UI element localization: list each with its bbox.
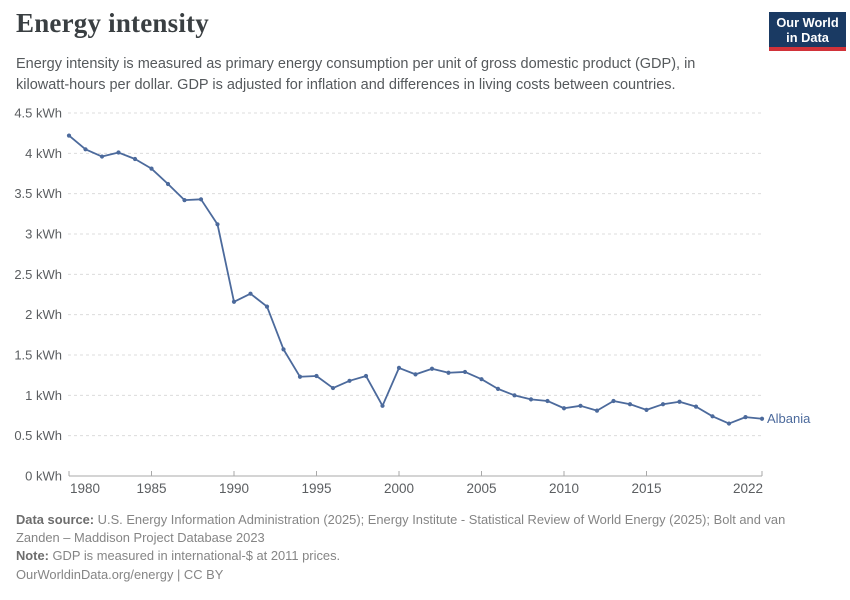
- data-point[interactable]: [528, 397, 534, 402]
- y-tick-label: 4 kWh: [25, 146, 62, 161]
- data-point[interactable]: [710, 414, 715, 419]
- data-point[interactable]: [281, 347, 286, 352]
- y-tick-label: 4.5 kWh: [14, 106, 62, 121]
- data-point[interactable]: [116, 150, 121, 155]
- y-tick-label: 2.5 kWh: [14, 267, 62, 282]
- owid-logo[interactable]: Our World in Data: [769, 12, 846, 51]
- data-point[interactable]: [660, 402, 666, 407]
- data-point[interactable]: [429, 366, 435, 371]
- x-tick-label: 1990: [219, 481, 249, 496]
- y-tick-label: 2 kWh: [25, 307, 62, 322]
- x-tick-label: 1995: [301, 481, 331, 496]
- chart-subtitle: Energy intensity is measured as primary …: [16, 56, 696, 93]
- series-line-albania[interactable]: [68, 134, 763, 425]
- series-end-label[interactable]: Albania: [767, 411, 811, 426]
- data-point[interactable]: [479, 377, 484, 382]
- data-source-text: U.S. Energy Information Administration (…: [16, 512, 786, 545]
- data-point[interactable]: [512, 393, 517, 398]
- data-point[interactable]: [132, 156, 138, 162]
- data-point[interactable]: [743, 415, 748, 420]
- data-point[interactable]: [693, 404, 699, 409]
- note-text: GDP is measured in international-$ at 20…: [48, 548, 341, 563]
- footer-note: Note: GDP is measured in international-$…: [16, 547, 798, 565]
- data-point[interactable]: [297, 374, 303, 379]
- data-point[interactable]: [198, 197, 204, 202]
- data-point[interactable]: [561, 406, 567, 411]
- y-tick-label: 3.5 kWh: [14, 186, 62, 201]
- owid-logo-line1: Our World: [776, 14, 839, 30]
- x-tick-label: 1985: [136, 481, 166, 496]
- data-point[interactable]: [231, 299, 237, 304]
- data-point[interactable]: [215, 222, 220, 227]
- data-point[interactable]: [248, 291, 253, 296]
- data-point[interactable]: [83, 147, 88, 152]
- data-source-label: Data source:: [16, 512, 95, 527]
- y-tick-label: 1.5 kWh: [14, 348, 62, 363]
- data-point[interactable]: [314, 373, 319, 379]
- owid-url-link[interactable]: OurWorldinData.org/energy: [16, 567, 174, 582]
- footer-separator: |: [173, 567, 184, 582]
- data-point[interactable]: [594, 408, 600, 413]
- data-point[interactable]: [644, 407, 649, 412]
- data-point[interactable]: [149, 166, 154, 171]
- data-point[interactable]: [677, 399, 682, 404]
- data-point[interactable]: [462, 369, 468, 375]
- data-point[interactable]: [347, 378, 352, 383]
- y-tick-label: 3 kWh: [25, 227, 62, 242]
- data-point[interactable]: [578, 403, 583, 408]
- data-point[interactable]: [165, 181, 171, 187]
- data-point[interactable]: [726, 421, 732, 426]
- data-point[interactable]: [380, 403, 385, 408]
- x-tick-label: 1980: [70, 481, 100, 496]
- data-point[interactable]: [759, 416, 765, 421]
- data-point[interactable]: [264, 304, 270, 309]
- x-tick-label: 2022: [733, 481, 763, 496]
- y-tick-label: 0.5 kWh: [14, 428, 62, 443]
- data-point[interactable]: [330, 385, 336, 391]
- owid-logo-line2: in Data: [786, 29, 829, 45]
- x-tick-label: 2000: [384, 481, 414, 496]
- footer-link-row: OurWorldinData.org/energy | CC BY: [16, 566, 798, 584]
- data-point[interactable]: [99, 154, 105, 159]
- footer-data-source: Data source: U.S. Energy Information Adm…: [16, 511, 798, 546]
- data-point[interactable]: [363, 373, 369, 379]
- page-title: Energy intensity: [16, 8, 209, 38]
- data-point[interactable]: [66, 133, 72, 138]
- x-tick-label: 2015: [631, 481, 661, 496]
- y-tick-label: 1 kWh: [25, 388, 62, 403]
- data-point[interactable]: [627, 402, 633, 407]
- data-point[interactable]: [413, 372, 418, 377]
- data-point[interactable]: [182, 198, 187, 203]
- data-point[interactable]: [545, 398, 550, 404]
- license-label: CC BY: [183, 567, 224, 582]
- x-tick-label: 2005: [466, 481, 496, 496]
- y-tick-label: 0 kWh: [25, 469, 62, 484]
- data-point[interactable]: [446, 370, 451, 375]
- data-point[interactable]: [396, 365, 402, 371]
- data-point[interactable]: [495, 386, 501, 391]
- data-point[interactable]: [611, 398, 616, 404]
- x-tick-label: 2010: [549, 481, 579, 496]
- note-label: Note:: [16, 548, 49, 563]
